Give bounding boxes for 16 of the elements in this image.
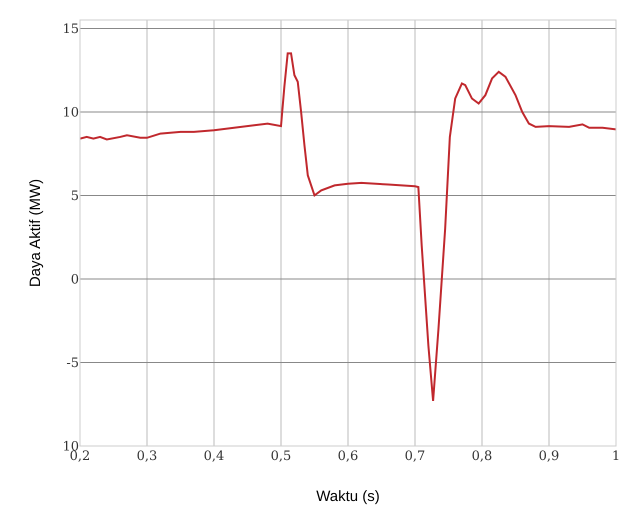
x-tick-label: 0,7 — [404, 449, 426, 464]
x-tick-label: 0,3 — [136, 449, 158, 464]
y-tick-label: 0 — [70, 272, 79, 288]
y-tick-label: 15 — [62, 22, 79, 37]
y-tick-label: 10 — [62, 105, 79, 120]
x-axis-title: Waktu (s) — [316, 488, 380, 505]
x-tick-label: 0,6 — [338, 449, 358, 464]
x-tick-label: 0,4 — [204, 449, 224, 464]
x-tick-label: 1 — [612, 449, 620, 464]
x-tick-label: 0,5 — [270, 449, 292, 464]
y-axis-title: Daya Aktif (MW) — [27, 178, 44, 288]
y-tick-label: 5 — [70, 188, 79, 204]
x-tick-label: 0,8 — [472, 449, 492, 464]
x-tick-label: 0,9 — [538, 449, 560, 464]
y-tick-label: -5 — [66, 356, 79, 372]
line-series — [80, 52, 616, 402]
